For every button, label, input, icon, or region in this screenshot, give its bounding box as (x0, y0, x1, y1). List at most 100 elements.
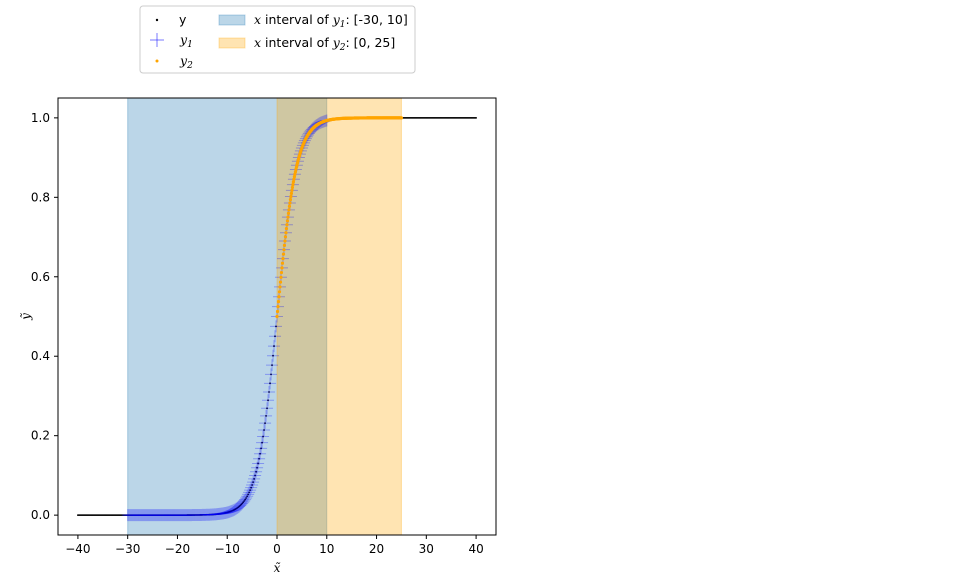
legend-label-y: y (179, 12, 187, 27)
point-y1 (208, 508, 221, 521)
y-axis-ticks: 0.0 0.2 0.4 0.6 0.8 1.0 (31, 111, 58, 522)
x-tick-label: −10 (215, 542, 240, 556)
point-y2 (291, 182, 295, 187)
point-y1 (157, 509, 170, 522)
point-y1 (222, 506, 235, 519)
point-y2 (399, 116, 404, 120)
point-y1 (205, 508, 218, 521)
point-y1 (200, 508, 213, 521)
point-y (261, 441, 263, 444)
point-y1 (214, 507, 227, 520)
point-y1 (163, 509, 176, 522)
point-y (264, 422, 266, 425)
point-y1 (188, 509, 201, 522)
interval-spans (127, 97, 402, 536)
point-y2 (287, 204, 292, 208)
point-y (260, 447, 262, 450)
point-y1 (267, 349, 280, 362)
point-y2 (276, 304, 280, 309)
x-tick-label: 30 (419, 542, 434, 556)
point-y1 (194, 508, 207, 521)
point-y2 (282, 248, 286, 252)
point-y2 (283, 239, 287, 243)
point-y1 (244, 484, 257, 497)
y-tick-label: 0.4 (31, 349, 50, 363)
point-y1 (136, 509, 149, 522)
point-y (266, 407, 268, 410)
point-y1 (268, 340, 281, 353)
point-y1 (152, 509, 165, 522)
point-y1 (134, 509, 147, 522)
point-y1 (218, 507, 231, 520)
point-y1 (247, 476, 260, 489)
point-y (243, 500, 246, 502)
x-tick-label: 10 (319, 542, 334, 556)
point-y (273, 345, 275, 347)
point-y1 (167, 509, 180, 522)
point-y1 (171, 509, 184, 522)
point-y (256, 466, 258, 469)
point-y2 (286, 215, 290, 219)
x-tick-label: 20 (369, 542, 384, 556)
point-y2 (293, 172, 297, 176)
point-y (475, 116, 477, 119)
point-y (251, 484, 254, 486)
point-y2 (289, 191, 294, 195)
point-y1 (263, 385, 276, 398)
point-y1 (133, 509, 146, 522)
point-y (252, 481, 255, 483)
point-y1 (156, 509, 169, 522)
legend-box (139, 5, 416, 74)
point-y1 (231, 501, 244, 514)
data-markers (77, 114, 477, 522)
point-y1 (138, 509, 151, 522)
x-tick-label: −40 (65, 542, 90, 556)
point-y1 (160, 509, 173, 522)
point-y1 (265, 368, 278, 381)
point-y1 (145, 509, 158, 522)
point-y2 (283, 235, 288, 239)
point-y1 (161, 509, 174, 522)
y-tick-label: 0.0 (31, 508, 50, 522)
legend-label-y2: y2 (179, 53, 193, 71)
point-y (265, 415, 267, 417)
point-y2 (284, 231, 288, 235)
point-y1 (165, 509, 178, 522)
point-y2 (279, 275, 283, 279)
point-y1 (131, 509, 144, 522)
point-y1 (127, 509, 140, 522)
point-y1 (124, 509, 137, 522)
point-y (268, 391, 270, 393)
point-y1 (182, 509, 195, 522)
point-y1 (154, 509, 167, 522)
point-y1 (250, 465, 263, 478)
point-y1 (259, 417, 272, 430)
point-y1 (172, 509, 185, 522)
point-y1 (210, 508, 223, 521)
point-y1 (178, 509, 191, 522)
point-y (242, 501, 245, 504)
point-y1 (151, 509, 164, 522)
point-y1 (164, 509, 177, 522)
point-y1 (260, 409, 273, 422)
point-y (250, 486, 253, 489)
point-y (245, 497, 248, 499)
point-y1 (251, 461, 264, 474)
point-y (246, 495, 249, 498)
point-y2 (282, 243, 287, 247)
point-y1 (225, 505, 238, 518)
legend: y y1 y2 x interval of y1: [-30, 10] x in… (139, 5, 416, 74)
point-y2 (292, 175, 297, 179)
point-y (262, 435, 264, 438)
point-y1 (266, 359, 279, 372)
point-y1 (169, 509, 182, 522)
legend-label-span2: x interval of y2: [0, 25] (254, 35, 395, 53)
point-y1 (180, 509, 193, 522)
point-y2 (290, 185, 295, 190)
point-y1 (236, 497, 249, 510)
point-y1 (255, 442, 268, 455)
point-y (258, 457, 260, 460)
point-y1 (257, 430, 270, 443)
point-y2 (291, 180, 296, 184)
point-y1 (193, 508, 206, 521)
